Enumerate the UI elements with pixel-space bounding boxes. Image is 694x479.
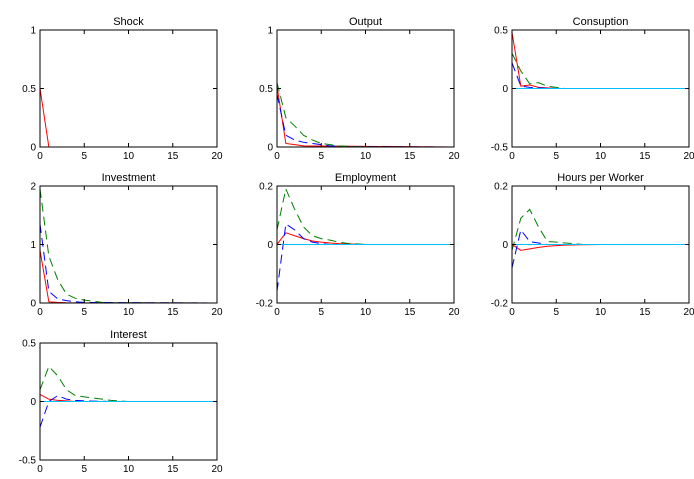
shock-series-group (40, 88, 217, 147)
hours-per-worker-series-0 (512, 244, 689, 251)
consuption-series-group (512, 32, 689, 89)
interest-series-group (40, 365, 217, 428)
investment-axes-frame (39, 185, 218, 304)
shock-xtick-label: 15 (167, 151, 179, 162)
output-ytick-label: 0.5 (259, 84, 273, 95)
output-series-group (277, 82, 454, 147)
interest-xtick-label: 15 (167, 464, 179, 475)
hours-per-worker-xtick-label: 5 (553, 307, 559, 318)
output-title: Output (349, 16, 382, 28)
shock-ytick-label: 0 (30, 143, 36, 154)
investment-xtick-label: 5 (81, 307, 87, 318)
interest-ytick-label: 0 (30, 397, 36, 408)
output-axes-frame (276, 29, 455, 148)
interest-xtick-label: 20 (211, 464, 223, 475)
employment-ytick-label: 0 (267, 240, 273, 251)
output-panel: Output 0 5 10 15 20 0 0.5 1 (259, 16, 460, 162)
investment-series-1 (40, 223, 217, 303)
interest-xtick-label: 0 (37, 464, 43, 475)
shock-xtick-label: 20 (211, 151, 223, 162)
employment-series-group (277, 187, 454, 292)
interest-xtick-label: 10 (123, 464, 135, 475)
interest-ytick-label: -0.5 (19, 456, 37, 467)
shock-title: Shock (113, 16, 144, 28)
output-xtick-label: 20 (448, 151, 460, 162)
employment-xtick-label: 5 (318, 307, 324, 318)
investment-xtick-label: 0 (37, 307, 43, 318)
employment-ytick-label: -0.2 (256, 299, 274, 310)
investment-title: Investment (102, 172, 156, 184)
output-series-0 (277, 86, 454, 147)
investment-series-group (40, 188, 217, 303)
shock-xtick-label: 0 (37, 151, 43, 162)
investment-series-2 (40, 188, 217, 303)
consuption-ytick-label: -0.5 (491, 143, 509, 154)
employment-xtick-label: 0 (274, 307, 280, 318)
interest-xtick-label: 5 (81, 464, 87, 475)
consuption-xtick-label: 5 (553, 151, 559, 162)
investment-ytick-label: 2 (30, 182, 36, 193)
output-series-1 (277, 94, 454, 147)
employment-title: Employment (335, 172, 396, 184)
employment-xtick-label: 15 (404, 307, 416, 318)
output-ytick-label: 0 (267, 143, 273, 154)
investment-panel: Investment 0 5 10 15 20 0 1 2 (30, 172, 223, 318)
employment-xtick-label: 20 (448, 307, 460, 318)
output-xtick-label: 0 (274, 151, 280, 162)
investment-xtick-label: 20 (211, 307, 223, 318)
consuption-xtick-label: 20 (683, 151, 694, 162)
interest-title: Interest (110, 329, 147, 341)
employment-ytick-label: 0.2 (259, 182, 273, 193)
investment-series-0 (40, 250, 217, 303)
hours-per-worker-series-group (512, 208, 689, 269)
hours-per-worker-xtick-label: 20 (683, 307, 694, 318)
output-xtick-label: 10 (360, 151, 372, 162)
shock-xtick-label: 5 (81, 151, 87, 162)
shock-ytick-label: 0.5 (22, 84, 36, 95)
consuption-xtick-label: 0 (509, 151, 515, 162)
hours-per-worker-xtick-label: 0 (509, 307, 515, 318)
hours-per-worker-ytick-label: 0.2 (494, 182, 508, 193)
hours-per-worker-ytick-label: -0.2 (491, 299, 509, 310)
hours-per-worker-xtick-label: 10 (595, 307, 607, 318)
output-series-2 (277, 82, 454, 147)
interest-series-0 (40, 394, 217, 402)
interest-ytick-label: 0.5 (22, 339, 36, 350)
shock-series-0 (40, 88, 217, 147)
consuption-series-0 (512, 32, 689, 89)
investment-xtick-label: 10 (123, 307, 135, 318)
employment-series-2 (277, 187, 454, 245)
consuption-xtick-label: 10 (595, 151, 607, 162)
output-xtick-label: 5 (318, 151, 324, 162)
investment-ytick-label: 0 (30, 299, 36, 310)
consuption-title: Consuption (573, 16, 629, 28)
shock-panel: Shock 0 5 10 15 20 0 0.5 1 (22, 16, 223, 162)
consuption-ytick-label: 0.5 (494, 26, 508, 37)
hours-per-worker-title: Hours per Worker (557, 172, 644, 184)
interest-series-2 (40, 365, 217, 402)
hours-per-worker-series-1 (512, 228, 689, 269)
consuption-ytick-label: 0 (502, 84, 508, 95)
investment-xtick-label: 15 (167, 307, 179, 318)
consuption-series-2 (512, 53, 689, 89)
shock-ytick-label: 1 (30, 26, 36, 37)
employment-xtick-label: 10 (360, 307, 372, 318)
output-ytick-label: 1 (267, 26, 273, 37)
interest-series-1 (40, 395, 217, 428)
investment-ytick-label: 1 (30, 240, 36, 251)
output-xtick-label: 15 (404, 151, 416, 162)
hours-per-worker-ytick-label: 0 (502, 240, 508, 251)
consuption-series-1 (512, 62, 689, 89)
hours-per-worker-xtick-label: 15 (639, 307, 651, 318)
consuption-xtick-label: 15 (639, 151, 651, 162)
shock-xtick-label: 10 (123, 151, 135, 162)
employment-series-1 (277, 223, 454, 292)
shock-axes-frame (39, 29, 218, 148)
